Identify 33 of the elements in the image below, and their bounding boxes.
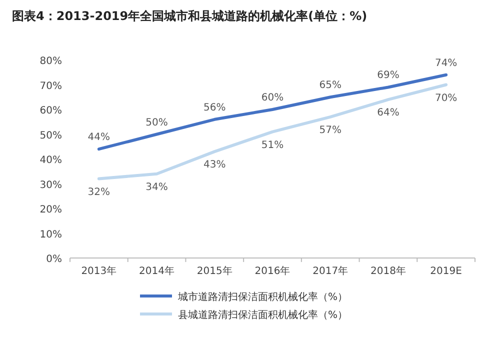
data-label: 65%: [319, 80, 342, 92]
y-tick-label: 60%: [40, 106, 62, 116]
x-tick-label: 2019E: [430, 266, 462, 277]
data-label: 69%: [377, 70, 400, 82]
data-label: 57%: [319, 124, 342, 136]
y-tick-label: 0%: [46, 254, 62, 265]
y-tick-label: 30%: [40, 180, 62, 191]
y-tick-label: 20%: [40, 204, 62, 216]
x-tick-label: 2013年: [81, 265, 117, 277]
x-tick-label: 2014年: [139, 265, 175, 277]
chart-title: 图表4：2013-2019年全国城市和县城道路的机械化率(单位：%): [12, 9, 368, 23]
data-label: 44%: [88, 132, 110, 144]
data-label: 70%: [434, 92, 458, 104]
data-label: 74%: [434, 58, 458, 69]
data-label: 56%: [204, 102, 226, 114]
data-label: 60%: [261, 92, 284, 104]
x-tick-label: 2016年: [254, 265, 290, 277]
legend-label: 县城道路清扫保洁面积机械化率（%）: [178, 309, 348, 321]
y-tick-label: 80%: [40, 56, 62, 67]
y-tick-label: 40%: [40, 155, 62, 166]
y-tick-label: 10%: [40, 229, 62, 240]
data-label: 43%: [204, 160, 226, 171]
data-label: 50%: [146, 117, 168, 128]
x-tick-label: 2017年: [312, 265, 348, 277]
x-tick-label: 2018年: [370, 265, 406, 277]
y-tick-label: 50%: [40, 130, 62, 142]
data-label: 32%: [88, 186, 110, 198]
y-tick-label: 70%: [40, 80, 62, 92]
x-tick-label: 2015年: [196, 265, 232, 277]
data-label: 64%: [377, 108, 400, 119]
legend-label: 城市道路清扫保洁面积机械化率（%）: [177, 291, 348, 303]
data-label: 51%: [261, 140, 284, 151]
data-label: 34%: [146, 182, 168, 193]
